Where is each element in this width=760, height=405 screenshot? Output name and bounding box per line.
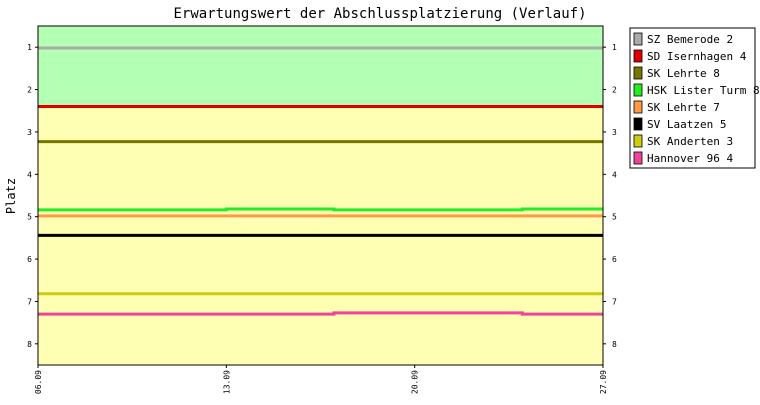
y-tick-label-right: 4 bbox=[612, 170, 617, 179]
y-tick-label-left: 7 bbox=[27, 297, 32, 306]
y-tick-label-left: 6 bbox=[27, 255, 32, 264]
y-tick-label-left: 1 bbox=[27, 43, 32, 52]
series-lines bbox=[38, 46, 603, 316]
legend-swatch-0 bbox=[633, 32, 643, 46]
x-tick-label: 13.09 bbox=[222, 370, 231, 394]
legend-label-0: SZ Bemerode 2 bbox=[647, 33, 733, 46]
y-tick-label-left: 8 bbox=[27, 340, 32, 349]
legend-swatch-5 bbox=[633, 117, 643, 131]
y-tick-label-left: 2 bbox=[27, 86, 32, 95]
y-tick-label-right: 6 bbox=[612, 255, 617, 264]
legend-swatch-3 bbox=[633, 83, 643, 97]
x-axis-ticks: 06.09 13.09 20.09 27.09 bbox=[34, 365, 608, 394]
legend-swatch-4 bbox=[633, 100, 643, 114]
y-tick-label-right: 2 bbox=[612, 86, 617, 95]
legend-swatch-6 bbox=[633, 134, 643, 148]
legend-frame bbox=[629, 27, 756, 169]
y-axis-label: Platz bbox=[4, 178, 18, 214]
x-tick-label: 20.09 bbox=[411, 370, 420, 394]
series-line-7 bbox=[38, 311, 603, 316]
legend-swatch-2 bbox=[633, 66, 643, 80]
legend-label-6: SK Anderten 3 bbox=[647, 135, 733, 148]
x-tick-label: 06.09 bbox=[34, 370, 43, 394]
y-tick-label-left: 5 bbox=[27, 213, 32, 222]
y-tick-label-right: 7 bbox=[612, 297, 617, 306]
band-0 bbox=[38, 26, 603, 107]
y-axis-ticks: 1 1 2 2 3 3 4 4 5 5 6 6 7 7 8 8 bbox=[27, 43, 617, 349]
chart-title: Erwartungswert der Abschlussplatzierung … bbox=[173, 6, 586, 22]
y-tick-label-left: 4 bbox=[27, 170, 32, 179]
y-tick-label-right: 8 bbox=[612, 340, 617, 349]
legend-label-3: HSK Lister Turm 8 bbox=[647, 84, 760, 97]
legend: SZ Bemerode 2 SD Isernhagen 4 SK Lehrte 8 H… bbox=[629, 27, 760, 169]
legend-label-1: SD Isernhagen 4 bbox=[647, 50, 747, 63]
legend-label-5: SV Laatzen 5 bbox=[647, 118, 726, 131]
y-tick-label-right: 1 bbox=[612, 43, 617, 52]
plot-frame bbox=[37, 25, 604, 366]
x-tick-label: 27.09 bbox=[599, 370, 608, 394]
y-tick-label-right: 5 bbox=[612, 213, 617, 222]
legend-label-7: Hannover 96 4 bbox=[647, 152, 733, 165]
series-line-3 bbox=[38, 207, 603, 212]
legend-label-4: SK Lehrte 7 bbox=[647, 101, 720, 114]
legend-swatch-7 bbox=[633, 151, 643, 165]
legend-swatch-1 bbox=[633, 49, 643, 63]
y-tick-label-left: 3 bbox=[27, 128, 32, 137]
legend-label-2: SK Lehrte 8 bbox=[647, 67, 720, 80]
y-tick-label-right: 3 bbox=[612, 128, 617, 137]
